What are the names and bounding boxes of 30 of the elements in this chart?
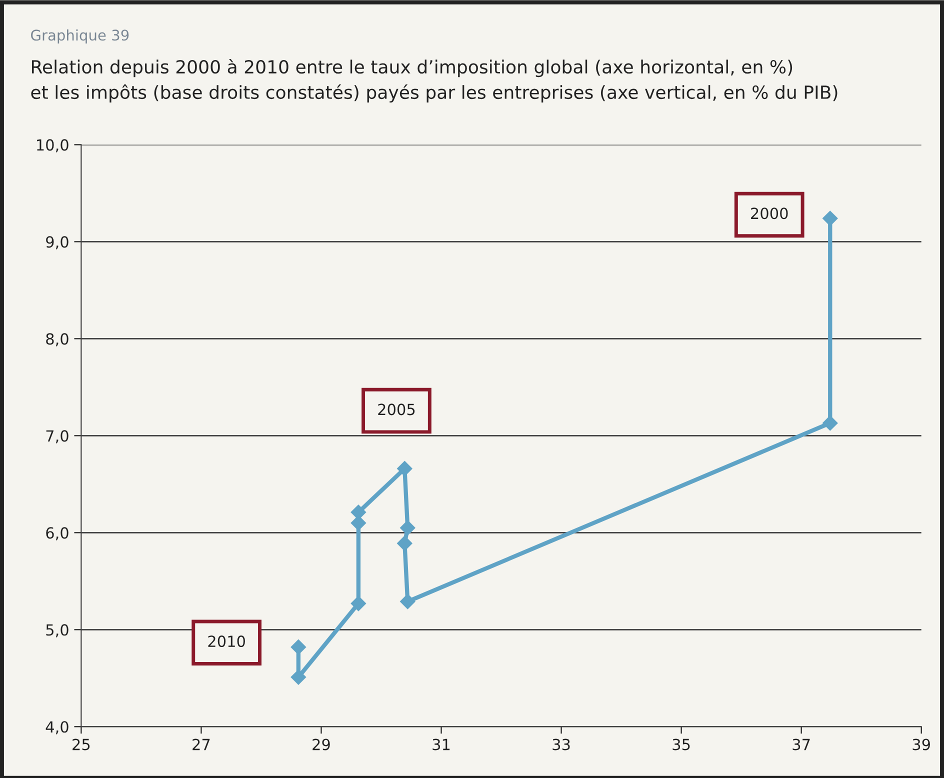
annotation: 2005 [378, 404, 415, 416]
point [822, 210, 838, 226]
point [290, 640, 306, 655]
annotation: 2010 [208, 636, 245, 648]
point [350, 504, 366, 520]
annotation: 2000 [751, 208, 788, 220]
chart-subtitle: Relation depuis 2000 à 2010 entre le taux d’imposition global (axe horizontal, en %) et les impôts (base droits constatés) payés par les entreprises (axe vertical, en % du PIB) [31, 58, 838, 103]
point [400, 594, 416, 610]
x-tick-label: 39 [912, 738, 930, 750]
point [350, 596, 366, 612]
point [290, 670, 306, 685]
y-tick-label: 8,0 [46, 333, 68, 346]
y-tick-label: 5,0 [46, 624, 68, 638]
x-tick-label: 29 [312, 738, 330, 750]
y-tick-label: 10,0 [37, 139, 68, 152]
x-tick-label: 27 [192, 738, 210, 750]
point [400, 520, 416, 536]
x-tick-label: 33 [552, 738, 570, 750]
point [397, 536, 412, 551]
point [822, 416, 838, 431]
chart-title: Graphique 39 [31, 29, 129, 44]
y-tick-label: 9,0 [46, 236, 68, 250]
y-tick-label: 6,0 [46, 527, 68, 540]
y-tick-label: 4,0 [46, 721, 68, 734]
point [397, 461, 412, 476]
x-tick-label: 35 [672, 738, 690, 750]
x-tick-label: 31 [432, 738, 450, 750]
x-tick-label: 25 [72, 738, 90, 750]
y-tick-label: 7,0 [46, 430, 68, 444]
x-tick-label: 37 [792, 738, 810, 750]
